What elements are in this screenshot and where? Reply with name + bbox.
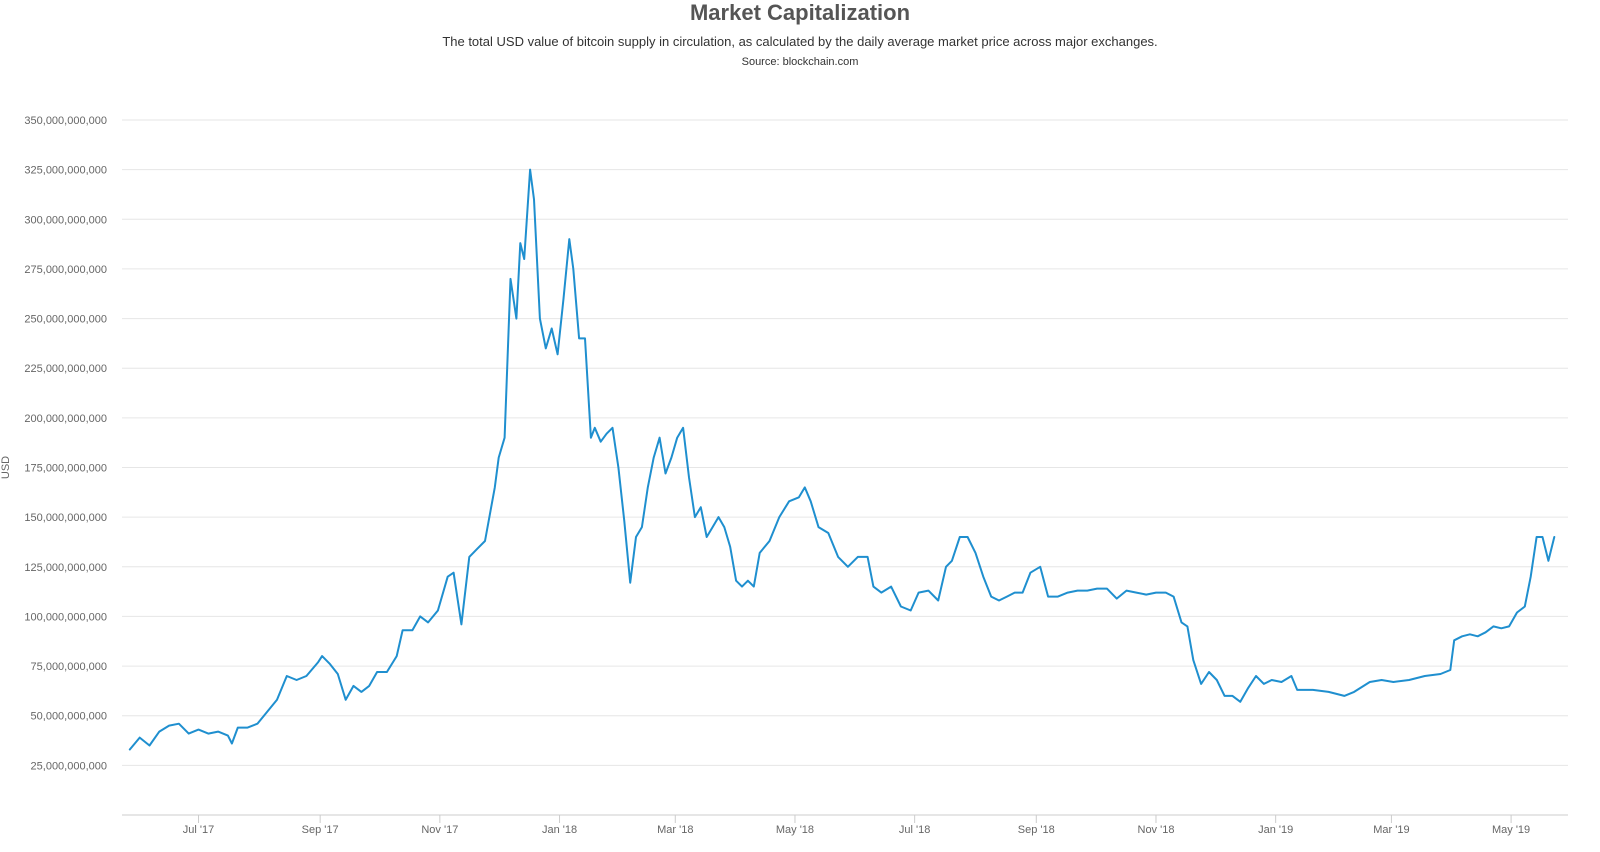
x-tick-label: Sep '18: [1018, 824, 1055, 836]
x-tick-label: Nov '18: [1138, 824, 1175, 836]
y-tick-label: 325,000,000,000: [24, 165, 107, 177]
y-tick-label: 150,000,000,000: [24, 512, 107, 524]
y-tick-label: 100,000,000,000: [24, 611, 107, 623]
y-tick-label: 250,000,000,000: [24, 314, 107, 326]
y-tick-label: 200,000,000,000: [24, 413, 107, 425]
x-tick-label: May '18: [776, 824, 814, 836]
y-tick-label: 50,000,000,000: [31, 711, 107, 723]
x-tick-label: Nov '17: [421, 824, 458, 836]
grid-lines: [122, 119, 1568, 766]
series-line: [128, 168, 1556, 751]
x-axis: Jul '17 Sep '17 Nov '17 Jan '18 Mar '18 May '…: [122, 814, 1568, 836]
x-tick-label: Mar '18: [657, 824, 693, 836]
y-tick-label: 225,000,000,000: [24, 363, 107, 375]
chart-subtitle: The total USD value of bitcoin supply in…: [442, 34, 1158, 49]
x-tick-label: Jan '19: [1258, 824, 1293, 836]
chart-title: Market Capitalization: [689, 0, 911, 25]
y-axis-title: USD: [0, 456, 12, 479]
y-tick-label: 25,000,000,000: [31, 760, 107, 772]
x-tick-label: Jul '18: [899, 824, 930, 836]
series-layer: [128, 168, 1556, 751]
x-tick-label: Mar '19: [1373, 824, 1409, 836]
x-tick-label: Jul '17: [183, 824, 214, 836]
chart-source: Source: blockchain.com: [741, 56, 859, 68]
y-tick-label: 125,000,000,000: [24, 562, 107, 574]
y-tick-label: 175,000,000,000: [24, 463, 107, 475]
x-tick-label: Jan '18: [542, 824, 577, 836]
y-tick-label: 275,000,000,000: [24, 264, 107, 276]
y-tick-label: 300,000,000,000: [24, 214, 107, 226]
y-tick-label: 350,000,000,000: [24, 115, 107, 127]
y-axis: 25,000,000,000 50,000,000,000 75,000,000,0…: [24, 115, 107, 772]
y-tick-label: 75,000,000,000: [31, 661, 107, 673]
x-tick-label: May '19: [1492, 824, 1530, 836]
x-tick-label: Sep '17: [302, 824, 339, 836]
